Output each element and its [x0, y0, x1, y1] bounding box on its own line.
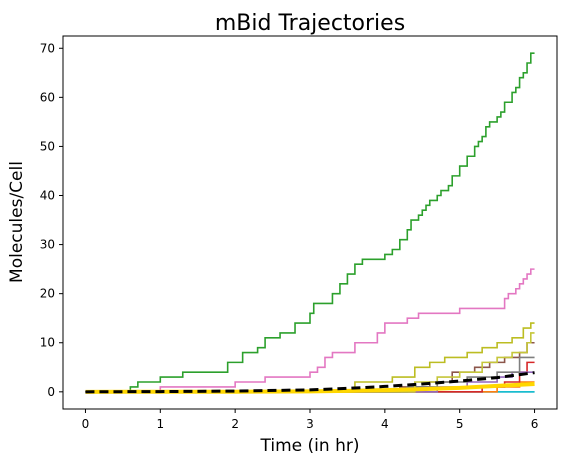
y-tick-label: 70 [40, 41, 55, 55]
y-axis-label: Molecules/Cell [7, 161, 27, 283]
series-line-10 [85, 52, 535, 393]
x-tick-label: 5 [456, 417, 464, 431]
series-line-8 [85, 332, 535, 393]
y-tick-label: 60 [40, 90, 55, 104]
series-line-12 [85, 371, 535, 394]
x-tick-label: 3 [306, 417, 314, 431]
series-layer [85, 52, 535, 394]
series-line-7 [85, 322, 535, 393]
y-tick-label: 30 [40, 238, 55, 252]
x-axis: 0 1 2 3 4 5 6 [82, 409, 539, 431]
x-tick-label: 1 [156, 417, 164, 431]
series-line-9 [85, 268, 535, 393]
x-tick-label: 6 [531, 417, 539, 431]
series-line-3 [85, 361, 535, 393]
x-tick-label: 2 [231, 417, 239, 431]
x-tick-label: 0 [82, 417, 90, 431]
y-tick-label: 50 [40, 139, 55, 153]
x-tick-label: 4 [381, 417, 389, 431]
y-tick-label: 20 [40, 287, 55, 301]
y-tick-label: 10 [40, 336, 55, 350]
x-axis-label: Time (in hr) [260, 436, 360, 456]
y-axis: 0 10 20 30 40 50 60 70 [40, 41, 63, 399]
y-tick-label: 40 [40, 189, 55, 203]
chart-title: mBid Trajectories [215, 11, 405, 36]
y-tick-label: 0 [47, 385, 55, 399]
